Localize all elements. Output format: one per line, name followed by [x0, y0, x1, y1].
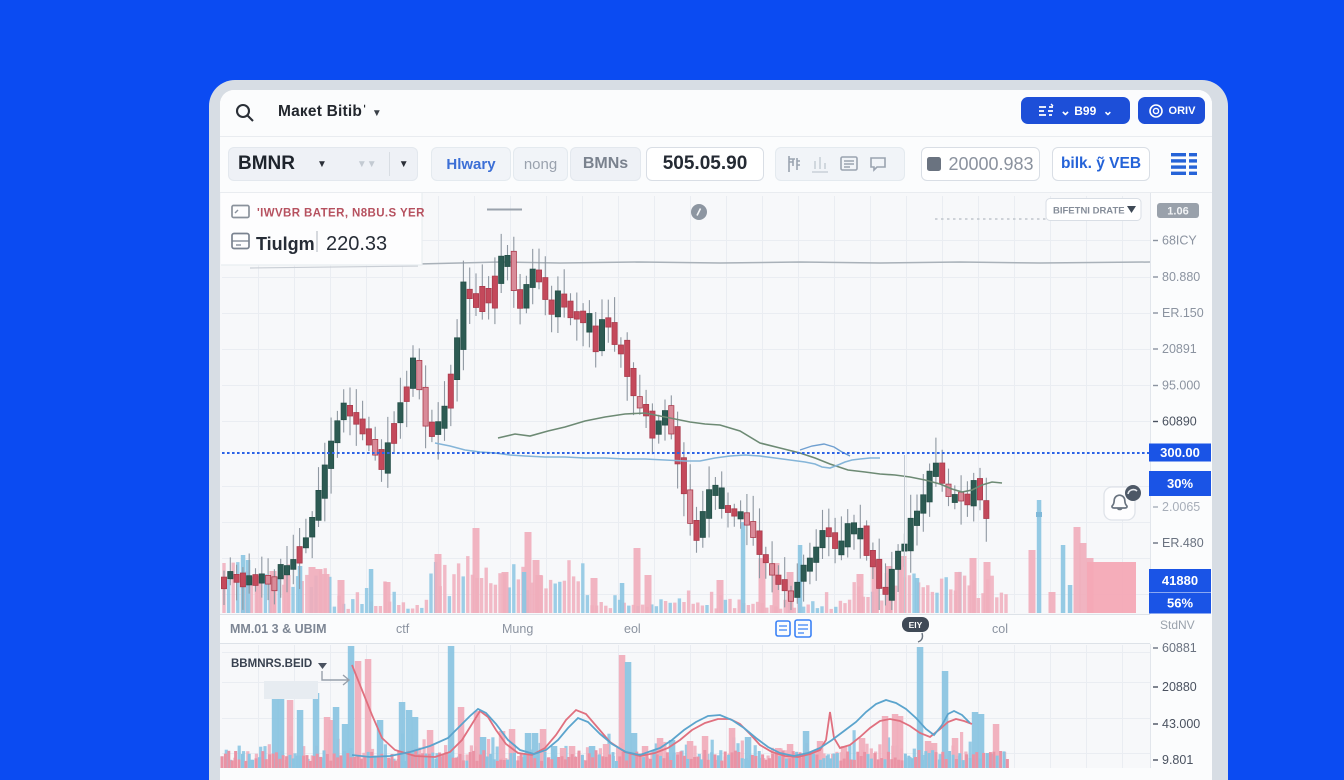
- svg-text:Tiulgm: Tiulgm: [256, 234, 315, 254]
- svg-text:300.00: 300.00: [1160, 445, 1200, 460]
- svg-text:220.33: 220.33: [326, 233, 387, 255]
- svg-text:StdNV: StdNV: [1160, 618, 1195, 632]
- svg-text:1.06: 1.06: [1167, 206, 1188, 218]
- svg-text:56%: 56%: [1167, 596, 1193, 611]
- svg-text:20880: 20880: [1162, 680, 1197, 694]
- svg-text:60881: 60881: [1162, 641, 1197, 655]
- svg-text:20891: 20891: [1162, 342, 1197, 356]
- svg-text:eol: eol: [624, 622, 641, 636]
- svg-text:Mung: Mung: [502, 622, 533, 636]
- svg-text:2.0065: 2.0065: [1162, 500, 1200, 514]
- svg-text:col: col: [992, 622, 1008, 636]
- svg-text:30%: 30%: [1167, 476, 1193, 491]
- svg-text:41880: 41880: [1162, 573, 1198, 588]
- svg-text:ER.150: ER.150: [1162, 306, 1204, 320]
- svg-text:BIFETNI DRATE: BIFETNI DRATE: [1053, 206, 1125, 217]
- svg-text:43.000: 43.000: [1162, 717, 1200, 731]
- svg-text:95.000: 95.000: [1162, 379, 1200, 393]
- svg-text:EIY: EIY: [909, 620, 923, 630]
- svg-text:68ICY: 68ICY: [1162, 234, 1197, 248]
- svg-text:9.801: 9.801: [1162, 753, 1193, 767]
- svg-text:60890: 60890: [1162, 415, 1197, 429]
- svg-text:80.880: 80.880: [1162, 270, 1200, 284]
- svg-text:MM.01 3 & UBIM: MM.01 3 & UBIM: [230, 622, 327, 636]
- svg-text:BBMNRS.BEID: BBMNRS.BEID: [231, 658, 312, 670]
- svg-text:ctf: ctf: [396, 622, 410, 636]
- svg-text:ER.480: ER.480: [1162, 536, 1204, 550]
- svg-text:'IWVBR BATER, N8BU.S YER: 'IWVBR BATER, N8BU.S YER: [257, 208, 425, 220]
